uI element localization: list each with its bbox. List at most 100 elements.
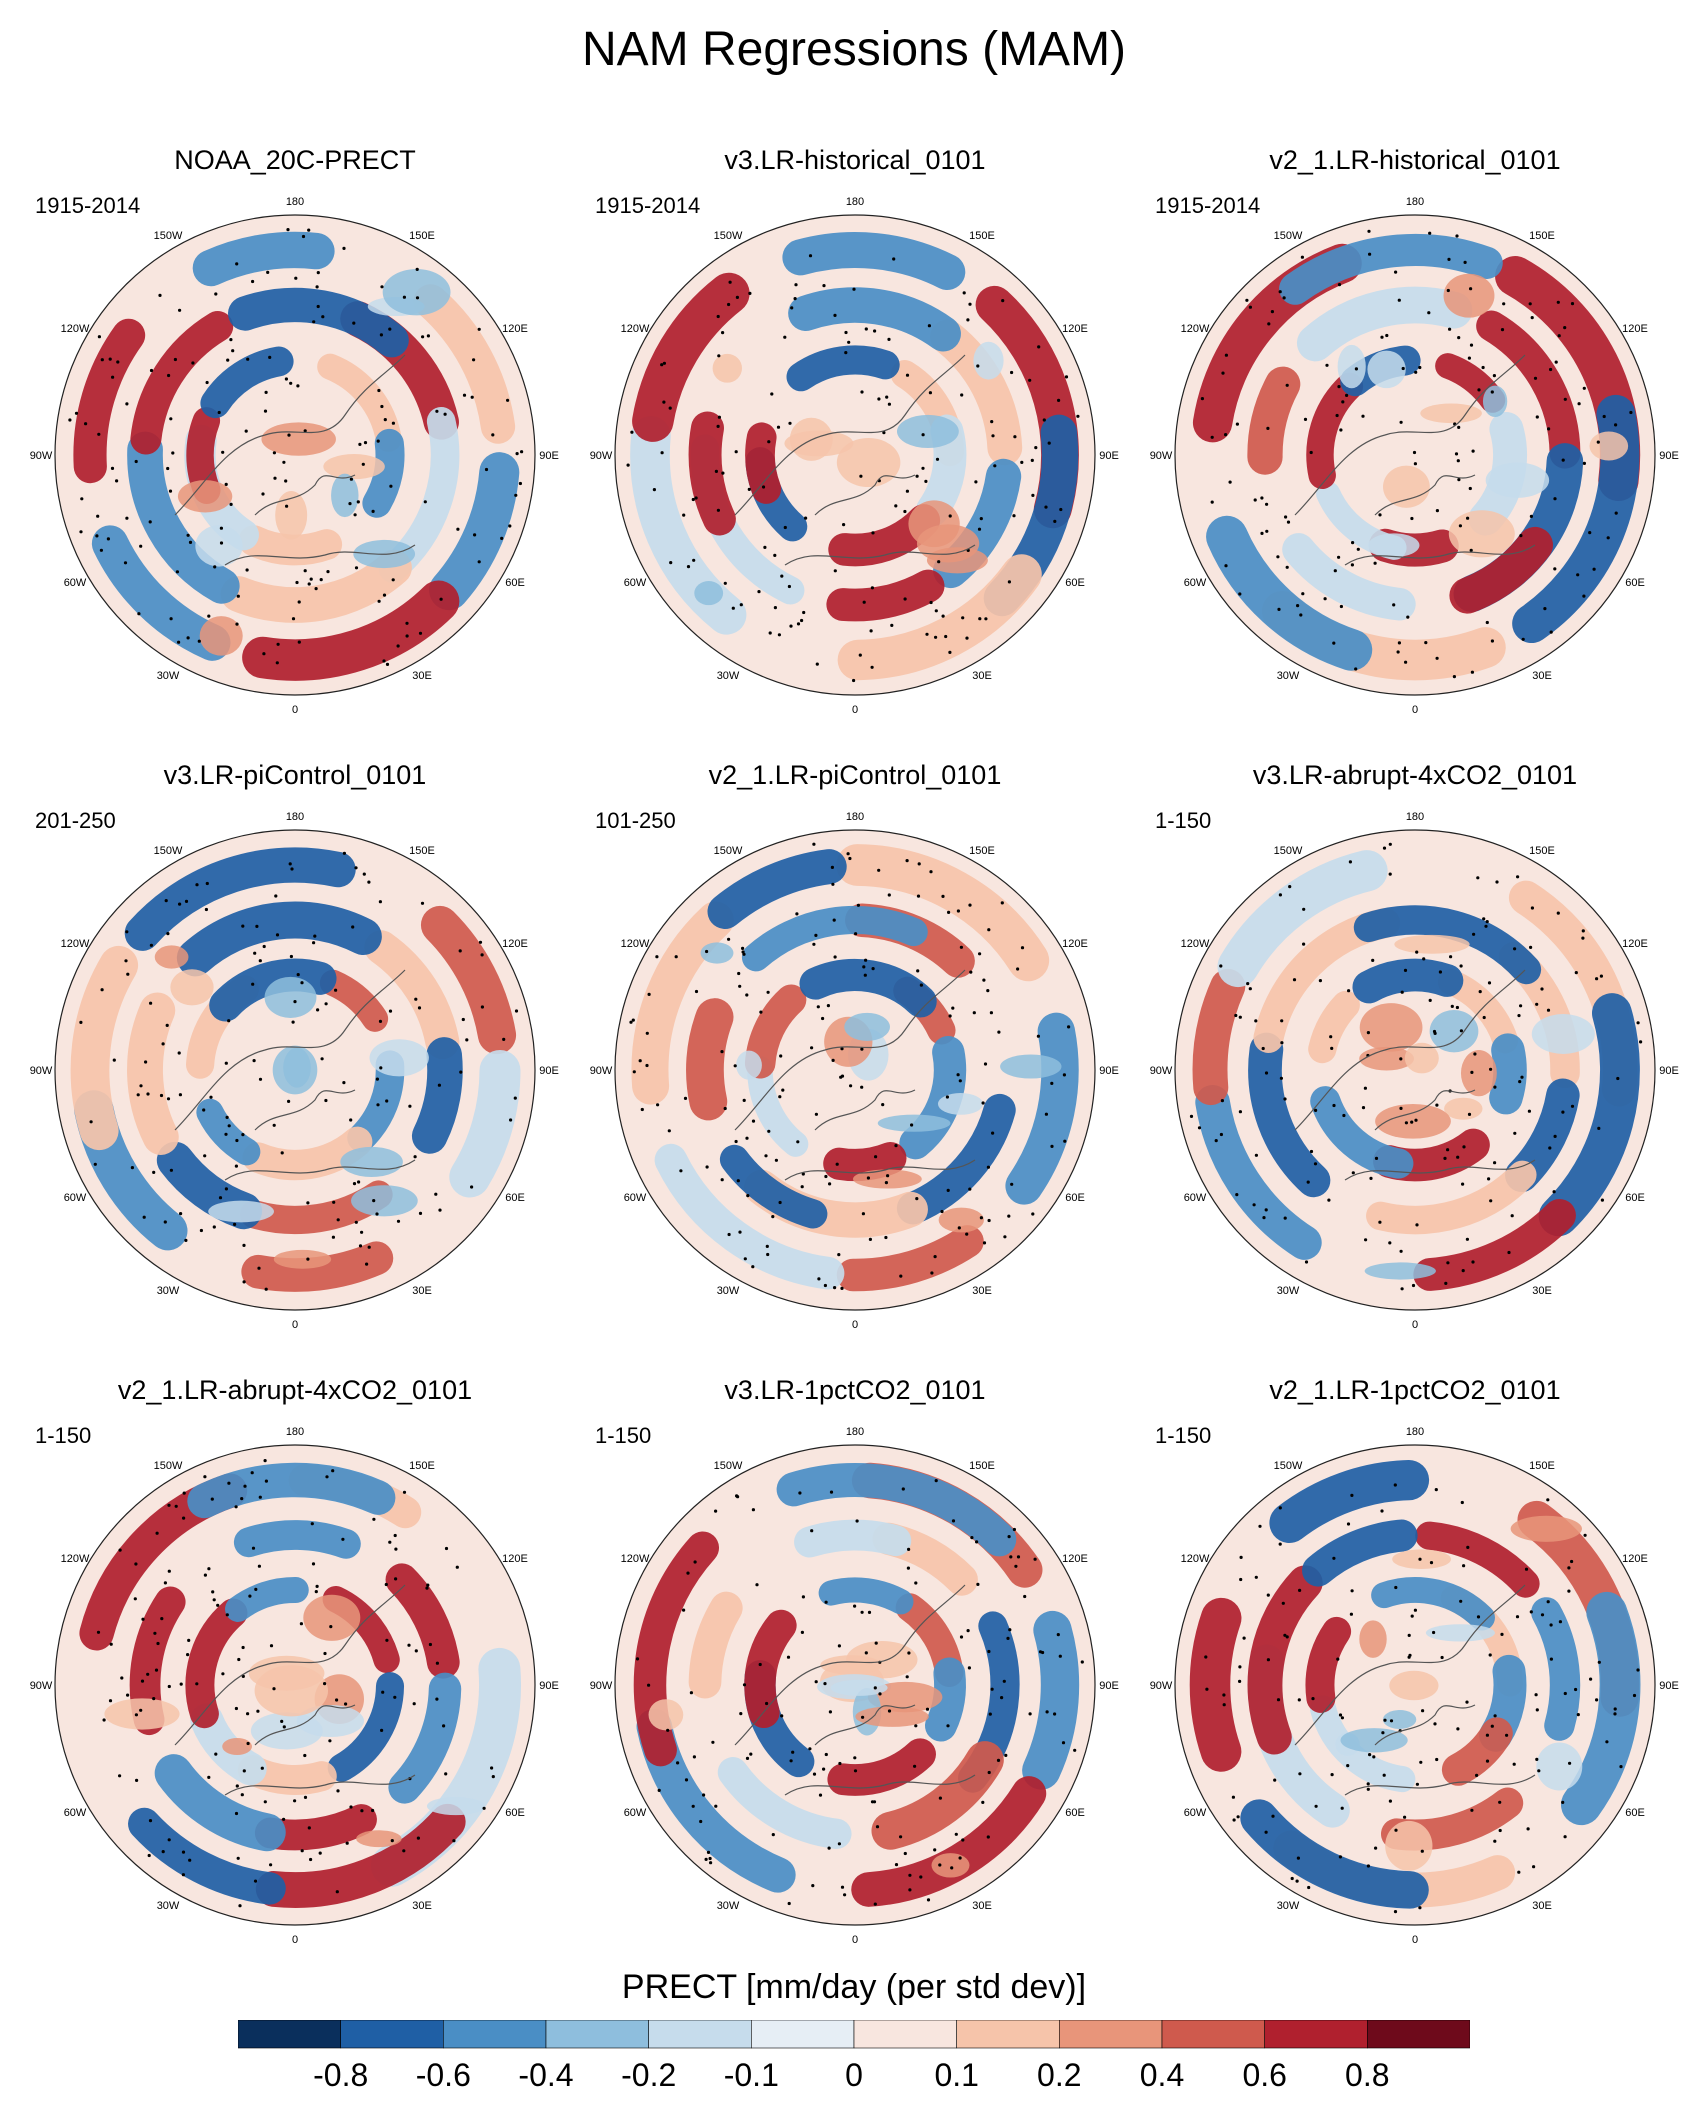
significance-dot <box>1266 426 1270 430</box>
significance-dot <box>1553 1134 1557 1138</box>
longitude-label: 150W <box>154 230 183 242</box>
significance-dot <box>1336 1657 1340 1661</box>
significance-dot <box>1314 1804 1318 1808</box>
anomaly-band <box>686 998 734 1121</box>
significance-dot <box>1435 509 1439 513</box>
significance-dot <box>307 228 311 232</box>
significance-dot <box>903 597 907 601</box>
significance-dot <box>1238 592 1242 596</box>
significance-dot <box>1535 1002 1539 1006</box>
significance-dot <box>822 1767 826 1771</box>
significance-dot <box>310 1522 314 1526</box>
significance-dot <box>645 1031 649 1035</box>
figure-title: NAM Regressions (MAM) <box>581 23 1127 76</box>
significance-dot <box>345 1841 349 1845</box>
significance-dot <box>96 514 100 518</box>
significance-dot <box>1007 580 1011 584</box>
significance-dot <box>318 1851 322 1855</box>
significance-dot <box>324 1002 328 1006</box>
significance-dot <box>631 1018 635 1022</box>
anomaly-band <box>1441 1717 1513 1786</box>
anomaly-band <box>233 1520 361 1559</box>
significance-dot <box>1332 1103 1336 1108</box>
significance-dot <box>788 421 792 425</box>
significance-dot <box>840 1047 844 1051</box>
significance-dot <box>800 1630 804 1634</box>
longitude-label: 30E <box>412 1285 432 1297</box>
significance-dot <box>348 502 352 506</box>
significance-dot <box>212 1598 216 1602</box>
significance-dot <box>829 1490 834 1494</box>
significance-dot <box>733 1064 737 1068</box>
significance-dot <box>993 464 997 468</box>
significance-dot <box>207 614 211 618</box>
significance-dot <box>779 1054 783 1058</box>
significance-dot <box>1236 1815 1240 1819</box>
significance-dot <box>148 1819 153 1823</box>
significance-dot <box>1296 604 1300 608</box>
significance-dot <box>371 1808 375 1813</box>
significance-dot <box>1517 1014 1521 1018</box>
significance-dot <box>903 1851 907 1856</box>
significance-dot <box>919 983 923 987</box>
significance-dot <box>1307 1885 1311 1890</box>
longitude-label: 60E <box>1065 577 1085 589</box>
significance-dot <box>748 291 752 295</box>
significance-dot <box>396 1219 401 1223</box>
significance-dot <box>1278 893 1282 897</box>
anomaly-band <box>794 1519 912 1558</box>
longitude-label: 90E <box>1099 1680 1119 1692</box>
longitude-label: 90E <box>1659 450 1679 462</box>
significance-dot <box>470 1185 474 1189</box>
anomaly-blob <box>1385 1820 1433 1871</box>
significance-dot <box>1399 1106 1403 1110</box>
significance-dot <box>254 1587 258 1591</box>
anomaly-band <box>1206 515 1373 671</box>
significance-dot <box>1276 555 1280 559</box>
significance-dot <box>260 1766 264 1770</box>
significance-dot <box>1465 1237 1469 1241</box>
significance-dot <box>958 1079 962 1083</box>
anomaly-band <box>192 231 335 287</box>
significance-dot <box>421 335 425 339</box>
longitude-label: 150E <box>969 230 995 242</box>
anomaly-band <box>836 1225 984 1292</box>
significance-dot <box>937 560 941 564</box>
significance-dot <box>413 1155 417 1159</box>
significance-dot <box>1435 1757 1439 1762</box>
significance-dot <box>684 1778 689 1782</box>
significance-dot <box>376 1103 380 1107</box>
significance-dot <box>1290 1876 1294 1881</box>
anomaly-band <box>228 287 409 358</box>
longitude-label: 60E <box>1065 1192 1085 1204</box>
panel-period: 1-150 <box>1155 808 1212 833</box>
significance-dot <box>237 1657 241 1662</box>
significance-dot <box>717 415 721 419</box>
longitude-label: 60W <box>64 1807 87 1819</box>
significance-dot <box>167 1684 171 1689</box>
anomaly-blob <box>844 1012 890 1041</box>
significance-dot <box>405 634 409 638</box>
significance-dot <box>1350 563 1354 567</box>
anomaly-blob <box>694 581 724 606</box>
significance-dot <box>846 852 850 856</box>
significance-dot <box>844 330 848 335</box>
anomaly-blob <box>369 1039 429 1077</box>
significance-dot <box>382 593 387 597</box>
significance-dot <box>342 246 346 250</box>
significance-dot <box>735 295 739 299</box>
significance-dot <box>928 391 932 395</box>
significance-dot <box>906 1566 910 1570</box>
anomaly-blob <box>1389 1670 1439 1701</box>
significance-dot <box>1238 1110 1242 1114</box>
significance-dot <box>1030 458 1034 462</box>
significance-dot <box>860 1610 864 1614</box>
significance-dot <box>465 1038 469 1042</box>
significance-dot <box>1577 402 1581 406</box>
significance-dot <box>989 1011 993 1015</box>
significance-dot <box>1264 1071 1269 1075</box>
significance-dot <box>179 1212 183 1216</box>
significance-dot <box>996 1758 1001 1762</box>
